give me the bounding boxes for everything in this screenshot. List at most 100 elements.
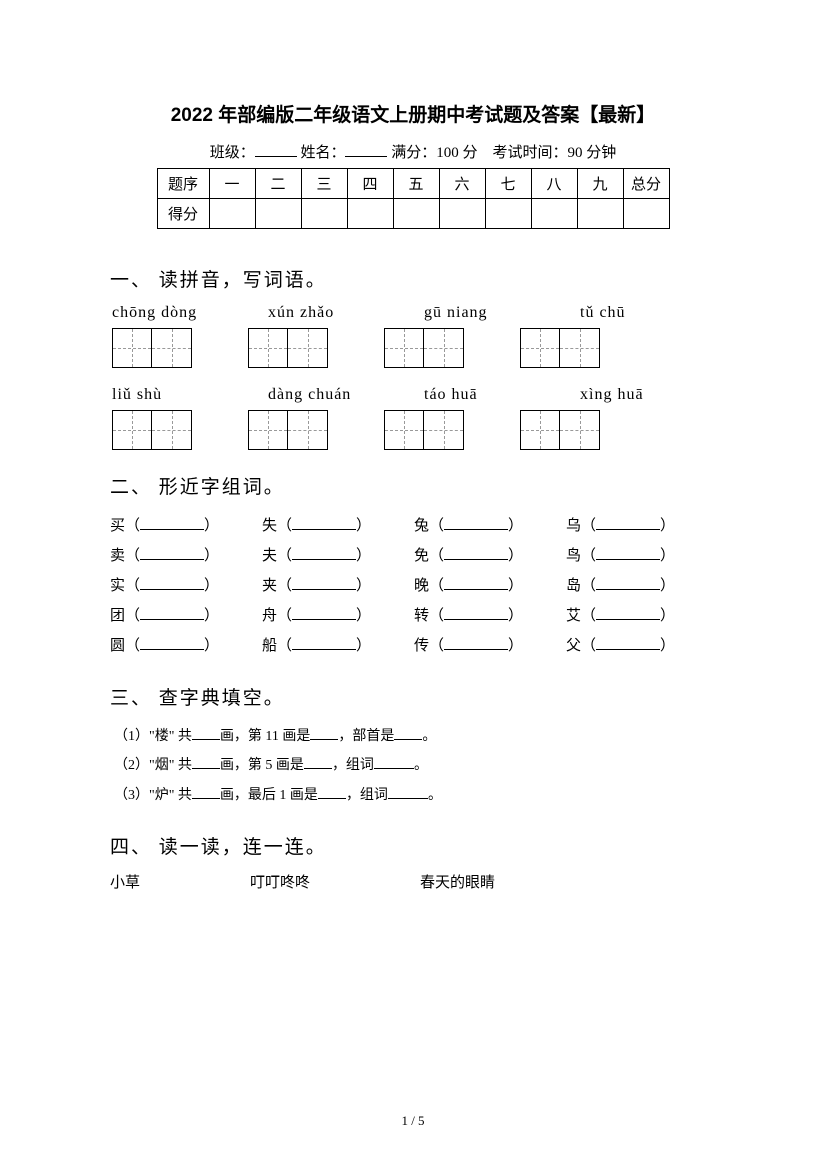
tianzi-box[interactable] <box>248 410 328 450</box>
q4-item: 叮叮咚咚 <box>250 871 310 892</box>
q3-blank[interactable] <box>394 726 422 740</box>
class-blank[interactable] <box>255 141 297 157</box>
name-label: 姓名： <box>300 145 345 161</box>
q2-blank[interactable] <box>140 546 204 560</box>
pinyin-label: dàng chuán <box>268 386 368 404</box>
pinyin-label: xìng huā <box>580 386 680 404</box>
section-1-heading: 一、 读拼音，写词语。 <box>110 265 716 292</box>
q2-blank[interactable] <box>292 516 356 530</box>
score-label: 得分 <box>157 199 209 229</box>
section-3-heading: 三、 查字典填空。 <box>110 683 716 710</box>
q2-blank[interactable] <box>292 636 356 650</box>
full-value: 100 分 <box>436 145 477 161</box>
tianzi-box[interactable] <box>248 328 328 368</box>
q2-item: 夫（） <box>262 541 412 571</box>
score-header: 七 <box>485 169 531 199</box>
q2-blank[interactable] <box>140 576 204 590</box>
tianzi-row <box>110 328 716 368</box>
q3-line: （1）"楼" 共画，第 11 画是，部首是。 <box>110 722 716 751</box>
q2-item: 艾（） <box>566 601 716 631</box>
q2-blank[interactable] <box>596 546 660 560</box>
score-header: 一 <box>209 169 255 199</box>
score-cell[interactable] <box>531 199 577 229</box>
score-header: 题序 <box>157 169 209 199</box>
q2-blank[interactable] <box>292 576 356 590</box>
q2-blank[interactable] <box>140 606 204 620</box>
q2-blank[interactable] <box>596 516 660 530</box>
score-cell[interactable] <box>577 199 623 229</box>
name-blank[interactable] <box>345 141 387 157</box>
q2-blank[interactable] <box>444 576 508 590</box>
q2-blank[interactable] <box>292 546 356 560</box>
pinyin-label: xún zhǎo <box>268 304 368 322</box>
full-label: 满分： <box>391 145 436 161</box>
score-header: 总分 <box>623 169 669 199</box>
class-label: 班级： <box>210 145 255 161</box>
score-cell[interactable] <box>485 199 531 229</box>
q2-blank[interactable] <box>596 606 660 620</box>
score-cell[interactable] <box>209 199 255 229</box>
score-header: 五 <box>393 169 439 199</box>
q2-blank[interactable] <box>596 576 660 590</box>
table-row: 题序 一 二 三 四 五 六 七 八 九 总分 <box>157 169 669 199</box>
q2-item: 免（） <box>414 541 564 571</box>
q3-blank[interactable] <box>318 785 346 799</box>
table-row: 得分 <box>157 199 669 229</box>
score-cell[interactable] <box>439 199 485 229</box>
q2-blank[interactable] <box>444 546 508 560</box>
q2-item: 岛（） <box>566 571 716 601</box>
score-cell[interactable] <box>347 199 393 229</box>
q2-row: 卖（） 夫（） 免（） 鸟（） <box>110 541 716 571</box>
q3-blank[interactable] <box>192 755 220 769</box>
page-footer: 1 / 5 <box>0 1113 826 1129</box>
pinyin-label: táo huā <box>424 386 524 404</box>
tianzi-box[interactable] <box>384 328 464 368</box>
q2-blank[interactable] <box>596 636 660 650</box>
q2-blank[interactable] <box>444 516 508 530</box>
q3-line: （3）"炉" 共画，最后 1 画是，组词。 <box>110 781 716 810</box>
q2-row: 买（） 失（） 兔（） 乌（） <box>110 511 716 541</box>
tianzi-box[interactable] <box>384 410 464 450</box>
q2-blank[interactable] <box>140 516 204 530</box>
time-value: 90 分钟 <box>568 145 617 161</box>
q2-blank[interactable] <box>444 606 508 620</box>
q2-blank[interactable] <box>444 636 508 650</box>
q2-blank[interactable] <box>140 636 204 650</box>
score-cell[interactable] <box>623 199 669 229</box>
score-cell[interactable] <box>255 199 301 229</box>
q2-row: 圆（） 船（） 传（） 父（） <box>110 631 716 661</box>
q2-item: 兔（） <box>414 511 564 541</box>
q3-blank[interactable] <box>388 785 428 799</box>
q2-item: 团（） <box>110 601 260 631</box>
q2-blank[interactable] <box>292 606 356 620</box>
pinyin-row: chōng dòng xún zhǎo gū niang tǔ chū <box>110 304 716 322</box>
q2-grid: 买（） 失（） 兔（） 乌（） 卖（） 夫（） 免（） 鸟（） 实（） 夹（） … <box>110 511 716 661</box>
q2-item: 晚（） <box>414 571 564 601</box>
pinyin-label: gū niang <box>424 304 524 322</box>
q3-blank[interactable] <box>310 726 338 740</box>
tianzi-box[interactable] <box>520 410 600 450</box>
q2-item: 卖（） <box>110 541 260 571</box>
q3-blank[interactable] <box>374 755 414 769</box>
pinyin-row: liǔ shù dàng chuán táo huā xìng huā <box>110 386 716 404</box>
q3-blank[interactable] <box>192 726 220 740</box>
score-header: 六 <box>439 169 485 199</box>
tianzi-box[interactable] <box>112 328 192 368</box>
pinyin-label: chōng dòng <box>112 304 212 322</box>
tianzi-box[interactable] <box>520 328 600 368</box>
q3-blank[interactable] <box>304 755 332 769</box>
page-title: 2022 年部编版二年级语文上册期中考试题及答案【最新】 <box>110 100 716 127</box>
q3-blank[interactable] <box>192 785 220 799</box>
score-cell[interactable] <box>301 199 347 229</box>
score-header: 四 <box>347 169 393 199</box>
section-2-heading: 二、 形近字组词。 <box>110 472 716 499</box>
section-4-heading: 四、 读一读，连一连。 <box>110 832 716 859</box>
q4-row: 小草 叮叮咚咚 春天的眼睛 <box>110 871 716 892</box>
q4-item: 春天的眼睛 <box>420 871 495 892</box>
score-header: 九 <box>577 169 623 199</box>
q2-row: 实（） 夹（） 晚（） 岛（） <box>110 571 716 601</box>
q2-item: 船（） <box>262 631 412 661</box>
q2-item: 父（） <box>566 631 716 661</box>
tianzi-box[interactable] <box>112 410 192 450</box>
score-cell[interactable] <box>393 199 439 229</box>
